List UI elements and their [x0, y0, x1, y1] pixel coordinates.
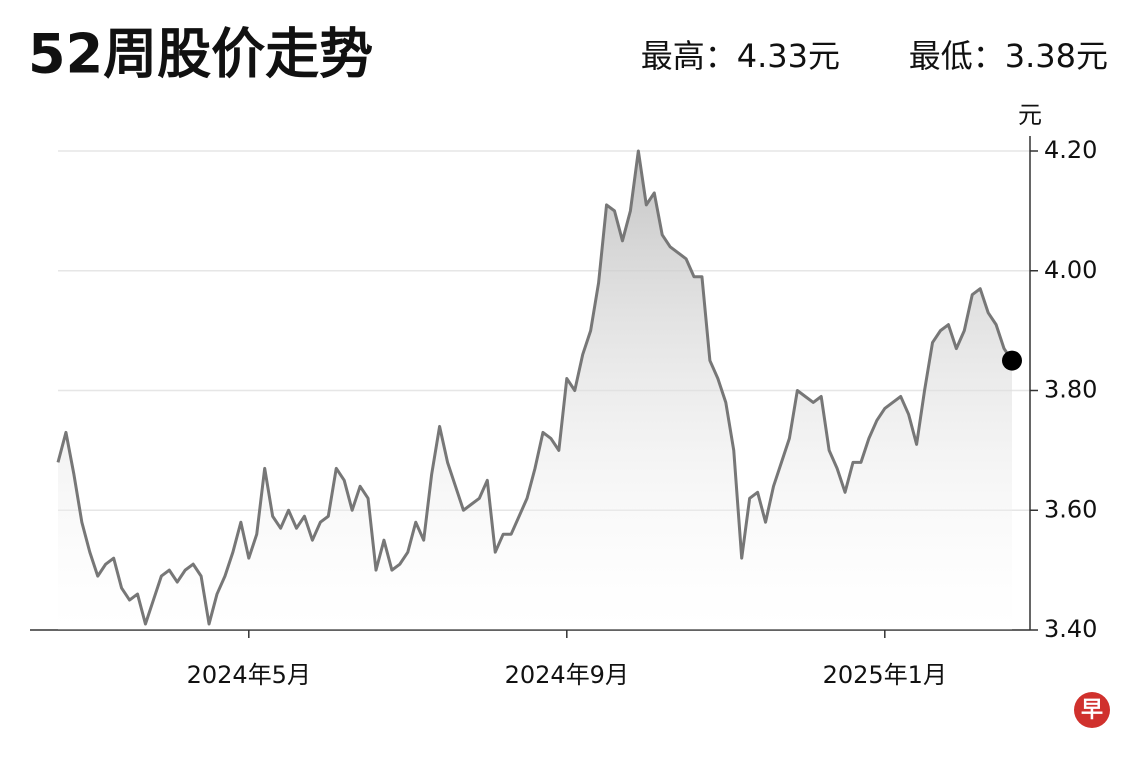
price-line [56, 149, 1014, 626]
low-annotation: 最低：3.38元 [909, 37, 1108, 75]
x-tick-label: 2024年9月 [505, 661, 629, 689]
x-tick-label: 2025年1月 [823, 661, 947, 689]
logo-badge [1074, 692, 1110, 728]
y-tick-label: 3.80 [1044, 376, 1097, 404]
y-tick-label: 4.00 [1044, 256, 1097, 284]
chart-title: 52周股价走势 [28, 23, 373, 86]
end-marker [1002, 350, 1022, 371]
high-annotation: 最高：4.33元 [641, 37, 840, 75]
y-unit: 元 [1018, 101, 1042, 129]
y-tick-label: 3.60 [1044, 495, 1097, 523]
area [58, 151, 1012, 630]
x-tick-label: 2024年5月 [187, 661, 311, 689]
y-tick-label: 3.40 [1044, 615, 1097, 643]
logo: 早 [1081, 698, 1103, 723]
y-tick-label: 4.20 [1044, 136, 1097, 164]
